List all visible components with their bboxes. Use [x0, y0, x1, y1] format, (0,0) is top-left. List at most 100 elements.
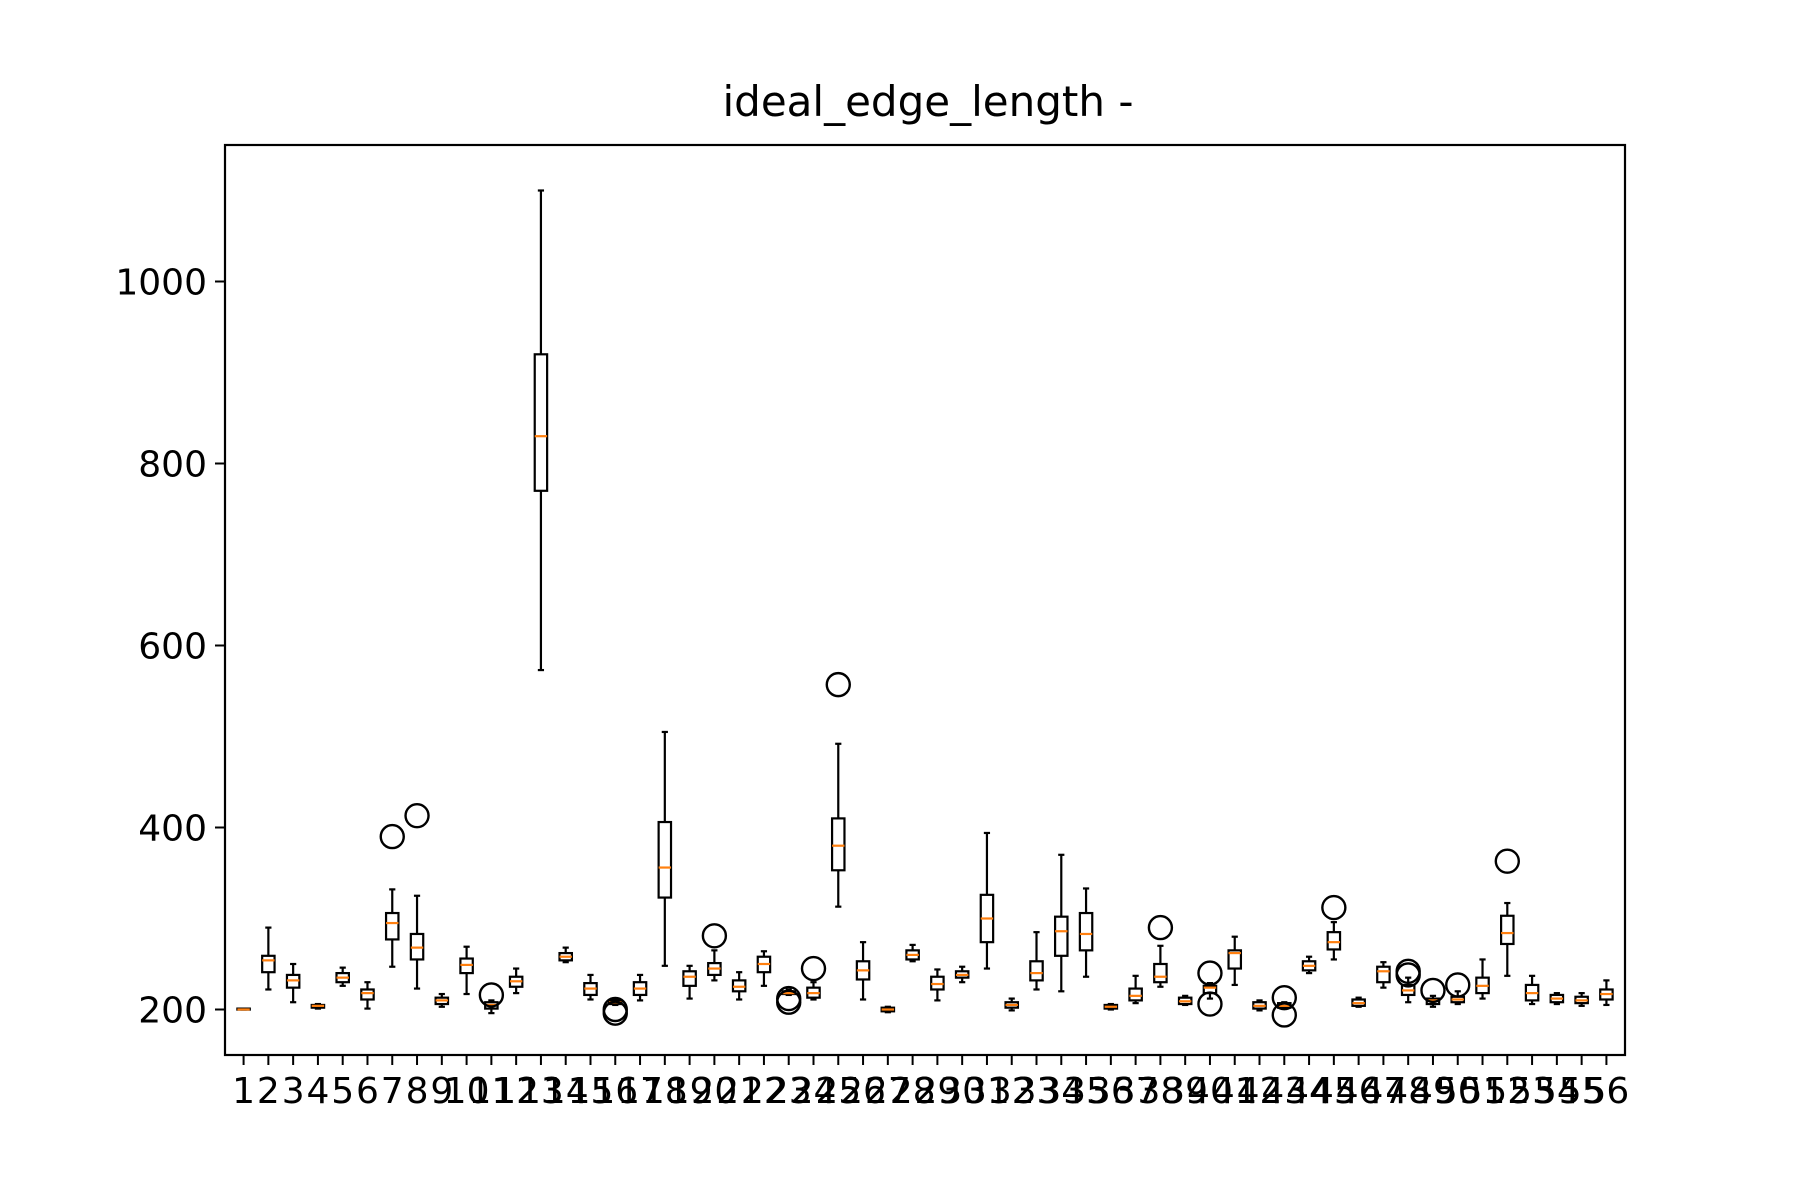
x-tick-label: 6 [356, 1071, 379, 1112]
flier-point [602, 1000, 628, 1026]
x-tick-label: 21 [716, 1071, 762, 1112]
x-tick-label: 45 [1311, 1071, 1357, 1112]
box-group [1395, 958, 1421, 1004]
box-group [1103, 1002, 1119, 1011]
flier-point [1494, 848, 1521, 874]
box-group [1029, 931, 1044, 991]
box-group [1053, 853, 1069, 993]
box-group [1197, 960, 1223, 1017]
box-group [880, 1005, 896, 1014]
box-iqr [682, 970, 697, 987]
box-group [583, 973, 598, 1001]
box-group [1147, 914, 1174, 988]
x-tick-label: 29 [914, 1071, 960, 1112]
box-group [1524, 974, 1540, 1006]
box-group [682, 964, 697, 1000]
x-tick-label: 22 [741, 1071, 787, 1112]
box-group [905, 943, 920, 963]
box-iqr [261, 954, 276, 974]
box-group [632, 973, 648, 1002]
x-tick-label: 42 [1237, 1071, 1283, 1112]
flier-point [1197, 991, 1223, 1017]
x-tick-label: 55 [1559, 1071, 1605, 1112]
box-iqr [1078, 911, 1094, 952]
box-group [1351, 996, 1366, 1008]
box-group [855, 941, 871, 1001]
x-tick-label: 40 [1187, 1071, 1233, 1112]
box-group [825, 671, 851, 908]
x-tick-label: 12 [493, 1071, 539, 1112]
x-tick-label: 53 [1509, 1071, 1555, 1112]
box-group [379, 823, 405, 968]
x-tick-label: 5 [331, 1071, 354, 1112]
flier-point [825, 671, 851, 698]
box-group [1599, 979, 1614, 1007]
flier-point [1420, 977, 1446, 1004]
flier-point [776, 989, 802, 1015]
box-group [1271, 984, 1297, 1028]
box-iqr [1227, 949, 1243, 970]
box-group [1177, 994, 1193, 1007]
box-group [1078, 887, 1094, 978]
y-tick-label: 1000 [115, 263, 207, 304]
box-group [657, 730, 673, 967]
x-tick-label: 11 [468, 1071, 514, 1112]
flier-point [1321, 894, 1347, 921]
chart-title: ideal_edge_length - [723, 77, 1134, 126]
box-group [701, 923, 728, 982]
box-group [478, 982, 505, 1015]
x-tick-label: 46 [1336, 1071, 1382, 1112]
x-tick-label: 25 [815, 1071, 861, 1112]
box-group [1549, 992, 1565, 1006]
box-iqr [1376, 965, 1391, 984]
x-tick-label: 8 [406, 1071, 429, 1112]
x-tick-label: 7 [381, 1071, 404, 1112]
x-tick-label: 32 [989, 1071, 1035, 1112]
x-tick-label: 37 [1113, 1071, 1159, 1112]
flier-point [701, 923, 728, 949]
box-group [335, 966, 350, 987]
x-tick-label: 3 [282, 1071, 305, 1112]
box-group [310, 1002, 326, 1010]
x-tick-label: 35 [1063, 1071, 1109, 1112]
box-group [756, 950, 772, 987]
box-group [261, 926, 276, 991]
x-tick-label: 17 [617, 1071, 663, 1112]
x-tick-label: 56 [1584, 1071, 1630, 1112]
y-tick-label: 600 [138, 627, 207, 668]
x-tick-label: 28 [890, 1071, 936, 1112]
x-tick-label: 54 [1534, 1071, 1580, 1112]
box-group [1494, 848, 1521, 977]
box-group [533, 189, 549, 672]
box-group [1004, 997, 1020, 1012]
x-tick-label: 26 [840, 1071, 886, 1112]
flier-point [1147, 914, 1174, 941]
box-group [1252, 999, 1267, 1012]
x-tick-label: 31 [964, 1071, 1010, 1112]
x-tick-label: 51 [1460, 1071, 1506, 1112]
x-tick-label: 16 [592, 1071, 638, 1112]
y-tick-label: 200 [138, 991, 207, 1032]
x-tick-label: 50 [1435, 1071, 1481, 1112]
x-tick-label: 9 [430, 1071, 453, 1112]
box-iqr [830, 817, 846, 872]
box-group [1227, 935, 1243, 987]
x-tick-label: 39 [1162, 1071, 1208, 1112]
x-tick-label: 1 [232, 1071, 255, 1112]
box-group [404, 802, 430, 990]
box-iqr [1500, 914, 1515, 946]
box-iqr [1029, 960, 1044, 982]
flier-point [1197, 960, 1223, 986]
box-group [508, 967, 524, 995]
x-tick-label: 52 [1484, 1071, 1530, 1112]
box-iqr [1053, 915, 1069, 957]
x-tick-label: 20 [691, 1071, 737, 1112]
x-tick-label: 14 [543, 1071, 589, 1112]
flier-point [1395, 962, 1421, 988]
box-group [285, 962, 301, 1004]
plot-frame [223, 143, 1627, 1057]
x-tick-label: 2 [257, 1071, 280, 1112]
x-tick-label: 15 [568, 1071, 614, 1112]
box-group [1301, 955, 1317, 975]
